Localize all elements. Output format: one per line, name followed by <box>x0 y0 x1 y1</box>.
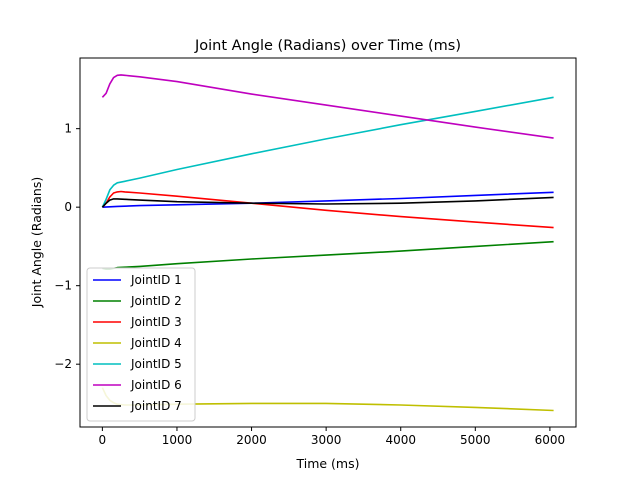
plot-frame <box>79 57 577 428</box>
legend-label: JointID 2 <box>130 294 182 308</box>
y-tick-label: −2 <box>54 357 72 371</box>
legend-label: JointID 5 <box>130 357 182 371</box>
legend-label: JointID 7 <box>130 399 182 413</box>
legend-label: JointID 6 <box>130 378 182 392</box>
x-tick-label: 6000 <box>535 433 566 447</box>
series-line-joint-6 <box>101 74 554 139</box>
x-tick-label: 2000 <box>236 433 267 447</box>
legend-label: JointID 3 <box>130 315 182 329</box>
x-tick-label: 0 <box>99 433 107 447</box>
y-tick-label: 1 <box>64 122 72 136</box>
series-line-joint-1 <box>102 191 554 208</box>
y-tick-label: 0 <box>64 200 72 214</box>
series-line-joint-5 <box>101 96 554 208</box>
x-tick-label: 1000 <box>162 433 193 447</box>
x-axis-label: Time (ms) <box>295 456 359 471</box>
legend: JointID 1 JointID 2 JointID 3 JointID 4 Join… <box>86 267 196 422</box>
legend-label: JointID 1 <box>130 273 182 287</box>
x-tick-label: 3000 <box>311 433 342 447</box>
series-line-joint-3 <box>101 190 554 229</box>
y-tick-label: −1 <box>54 279 72 293</box>
x-tick-label: 4000 <box>385 433 416 447</box>
axis-ticks: 0 1000 2000 3000 4000 5000 6000 −2 −1 0 1 <box>54 122 565 447</box>
legend-box <box>86 267 196 422</box>
series-line-joint-7 <box>101 196 554 208</box>
y-axis-label: Joint Angle (Radians) <box>29 177 44 308</box>
legend-label: JointID 4 <box>130 336 182 350</box>
x-tick-label: 5000 <box>460 433 491 447</box>
chart-title: Joint Angle (Radians) over Time (ms) <box>194 38 461 54</box>
